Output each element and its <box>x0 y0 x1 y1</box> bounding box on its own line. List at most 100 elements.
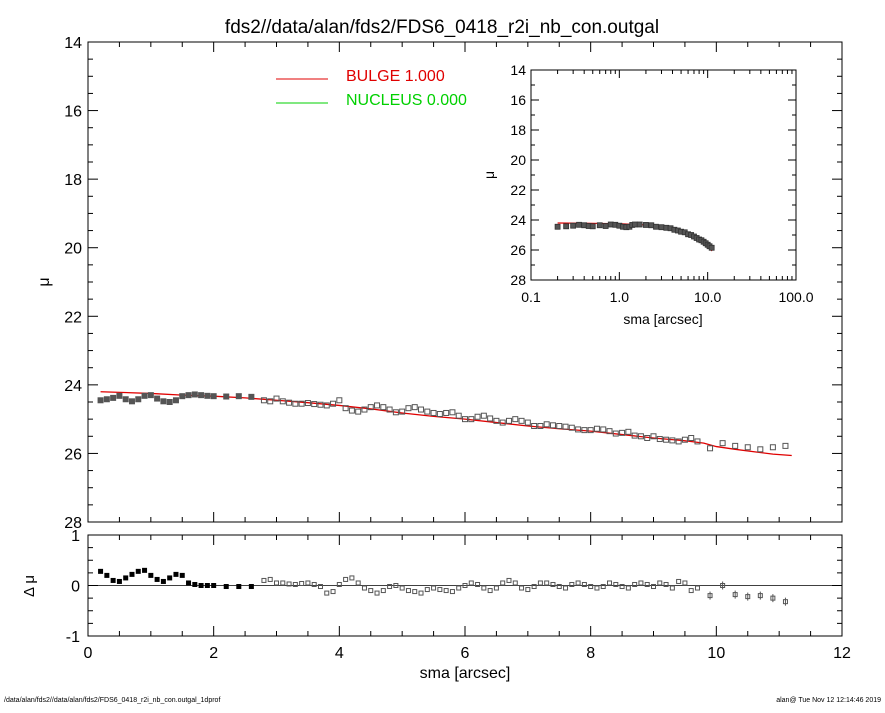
residual-point <box>317 584 323 590</box>
residual-x-tick-label: 8 <box>586 645 595 662</box>
main-y-tick-label: 16 <box>64 104 82 121</box>
legend-bulge-label: BULGE 1.000 <box>346 68 445 85</box>
residual-point <box>223 584 229 590</box>
observed-point <box>103 396 110 403</box>
residual-x-tick-label: 4 <box>335 645 344 662</box>
inset-x-axis-label: sma [arcsec] <box>623 311 702 327</box>
observed-point <box>744 444 751 451</box>
main-y-tick-label: 14 <box>64 35 82 52</box>
residual-point <box>581 581 587 587</box>
observed-point <box>675 438 682 445</box>
observed-point <box>499 419 506 426</box>
residual-point <box>657 580 663 586</box>
residual-point <box>154 576 160 582</box>
observed-point <box>575 426 582 433</box>
legend-nucleus-label: NUCLEUS 0.000 <box>346 92 467 109</box>
observed-point <box>430 409 437 416</box>
observed-point <box>568 424 575 431</box>
observed-point <box>122 396 129 403</box>
observed-point <box>330 400 337 407</box>
observed-point <box>537 423 544 429</box>
residual-y-tick-label: 1 <box>71 528 80 545</box>
observed-point <box>154 395 161 402</box>
observed-point <box>581 427 588 434</box>
inset-x-tick-label: 0.1 <box>521 289 541 305</box>
residual-point <box>437 587 443 593</box>
observed-point <box>223 393 230 400</box>
observed-point <box>619 429 626 436</box>
observed-point <box>455 412 462 419</box>
observed-point <box>336 397 343 404</box>
chart-title: fds2//data/alan/fds2/FDS6_0418_r2i_nb_co… <box>225 17 659 38</box>
residual-point <box>625 585 631 591</box>
residual-point <box>431 585 437 591</box>
inset-observed-point <box>631 221 638 228</box>
residual-point <box>537 580 543 586</box>
residual-point <box>355 580 361 586</box>
observed-point <box>474 413 481 420</box>
observed-point <box>260 397 267 404</box>
observed-point <box>669 437 676 444</box>
inset-observed-point <box>648 222 655 229</box>
residual-point <box>160 578 166 584</box>
residual-point <box>556 584 562 590</box>
observed-point <box>493 417 500 424</box>
observed-point <box>625 428 632 435</box>
observed-point <box>392 409 399 416</box>
residual-x-axis-label: sma [arcsec] <box>420 665 511 682</box>
observed-point <box>487 415 494 422</box>
residual-point <box>324 590 330 596</box>
residual-point <box>694 585 700 591</box>
residual-point <box>129 571 135 577</box>
residual-point <box>211 583 217 588</box>
residual-point <box>261 577 267 583</box>
observed-point <box>480 412 487 419</box>
residual-point <box>167 575 173 581</box>
residual-point <box>173 571 179 577</box>
residual-y-tick-label: -1 <box>66 629 80 646</box>
observed-point <box>524 419 531 426</box>
inset-observed-point <box>596 222 603 229</box>
residual-point <box>519 585 525 591</box>
residual-point <box>299 580 305 586</box>
residual-point <box>267 576 273 582</box>
observed-point <box>681 436 688 443</box>
inset-y-tick-label: 22 <box>510 182 526 198</box>
main-y-axis-label: μ <box>36 277 53 286</box>
residual-point <box>98 568 104 574</box>
inset-observed-point <box>602 223 609 229</box>
observed-point <box>707 445 714 452</box>
residual-point <box>424 587 430 593</box>
residual-point <box>613 581 619 587</box>
inset-y-tick-label: 20 <box>510 152 526 168</box>
residual-point <box>475 581 481 587</box>
residual-point <box>343 576 349 582</box>
residual-point <box>525 587 531 593</box>
residual-point <box>493 585 499 591</box>
inset-x-tick-label: 1.0 <box>610 289 630 305</box>
residual-point <box>368 588 374 594</box>
inset-y-axis-label: μ <box>481 171 497 179</box>
observed-point <box>769 444 776 451</box>
observed-point <box>424 408 431 415</box>
residual-point <box>443 588 449 594</box>
residual-y-tick-label: 0 <box>71 579 80 596</box>
observed-point <box>612 430 619 437</box>
residual-point <box>387 584 393 590</box>
observed-point <box>405 405 412 412</box>
observed-point <box>367 404 374 411</box>
observed-point <box>782 442 789 449</box>
residual-point <box>569 581 575 587</box>
main-legend: BULGE 1.000 NUCLEUS 0.000 <box>276 68 467 109</box>
observed-point <box>663 436 670 443</box>
residual-point <box>632 581 638 587</box>
residual-point <box>449 589 455 595</box>
observed-point <box>97 397 104 404</box>
observed-point <box>436 411 443 417</box>
residual-point <box>481 585 487 591</box>
residual-point <box>311 581 317 587</box>
residual-point <box>456 585 462 591</box>
residual-point <box>757 593 763 599</box>
